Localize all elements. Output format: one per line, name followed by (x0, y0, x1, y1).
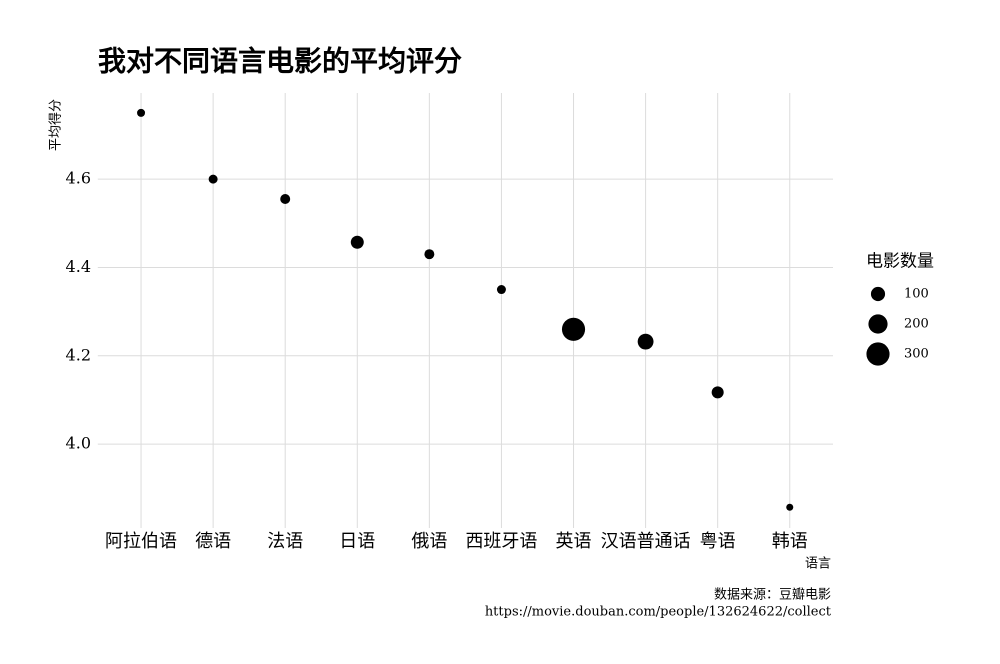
y-tick-label: 4.4 (66, 257, 91, 276)
y-axis-label: 平均得分 (48, 99, 64, 151)
x-axis-label: 语言 (805, 557, 831, 572)
caption: https://movie.douban.com/people/13262462… (485, 605, 832, 620)
legend-marker (870, 286, 886, 302)
x-tick-label: 阿拉伯语 (105, 531, 177, 552)
y-tick-label: 4.2 (66, 345, 91, 364)
point (280, 194, 291, 204)
chart-title: 我对不同语言电影的平均评分 (98, 45, 462, 78)
legend-label: 300 (904, 347, 929, 362)
x-tick-label: 法语 (267, 531, 303, 552)
x-tick-label: 俄语 (411, 531, 447, 552)
point (350, 235, 364, 249)
legend-label: 200 (904, 317, 929, 332)
y-tick-label: 4.6 (66, 169, 91, 188)
x-tick-label: 汉语普通话 (601, 531, 691, 552)
point (496, 285, 506, 295)
legend-label: 100 (904, 287, 929, 302)
point (137, 108, 146, 117)
caption: 数据来源：豆瓣电影 (714, 588, 831, 603)
x-tick-label: 西班牙语 (465, 531, 537, 552)
x-tick-label: 德语 (195, 531, 231, 552)
legend-title: 电影数量 (866, 252, 934, 272)
legend-marker (866, 342, 890, 366)
legend-marker (868, 314, 888, 334)
x-tick-label: 粤语 (700, 531, 736, 552)
point (561, 317, 586, 341)
y-tick-label: 4.0 (66, 434, 91, 453)
point (208, 174, 218, 184)
x-tick-label: 英语 (556, 531, 592, 552)
point (786, 503, 794, 511)
point (711, 386, 724, 399)
x-tick-label: 日语 (339, 531, 375, 552)
x-tick-label: 韩语 (772, 531, 808, 552)
point (637, 333, 654, 350)
point (424, 249, 435, 260)
